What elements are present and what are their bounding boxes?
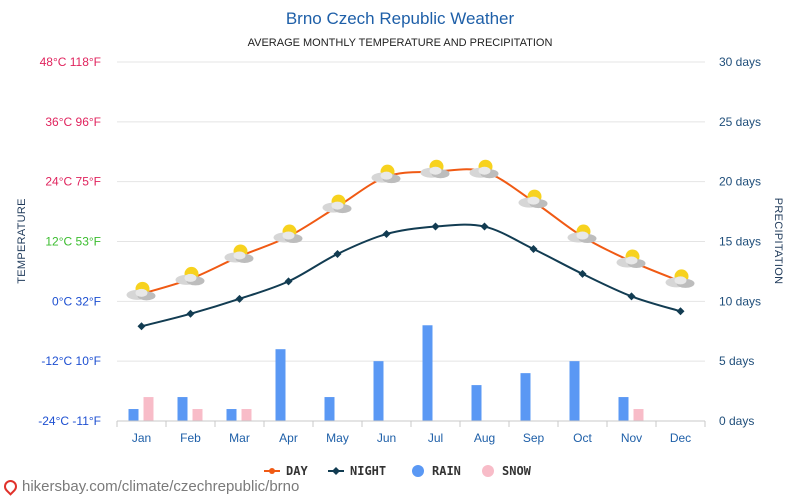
temperature-tick-label: 48°C 118°F [40, 55, 101, 69]
snow-bar [143, 397, 154, 421]
precipitation-axis-label: PRECIPITATION [772, 198, 784, 285]
precipitation-tick-label: 25 days [719, 115, 761, 129]
partly-cloudy-sun-icon [567, 224, 597, 244]
legend: DAY NIGHT RAIN SNOW [264, 464, 532, 478]
rain-bar [177, 397, 188, 421]
temperature-tick-label: 36°C 96°F [45, 115, 101, 129]
partly-cloudy-sun-icon [175, 266, 205, 286]
month-label: Jan [132, 431, 151, 445]
temperature-tick-label: 12°C 53°F [45, 235, 101, 249]
temperature-tick-label: -24°C -11°F [38, 414, 101, 428]
partly-cloudy-sun-icon [371, 164, 401, 184]
night-temperature-point [676, 307, 685, 316]
legend-label: SNOW [502, 464, 532, 478]
partly-cloudy-sun-icon [273, 224, 303, 244]
month-label: May [326, 431, 349, 445]
snow-bar [633, 409, 644, 421]
precipitation-tick-label: 15 days [719, 235, 761, 249]
precipitation-tick-label: 20 days [719, 175, 761, 189]
day-temperature-line [141, 168, 681, 295]
night-temperature-point [627, 292, 636, 301]
night-temperature-point [529, 244, 538, 253]
month-label: Apr [279, 431, 298, 445]
precipitation-axis: 30 days 25 days 20 days 15 days 10 days 5 day… [719, 55, 761, 428]
partly-cloudy-sun-icon [616, 249, 646, 268]
rain-bar [471, 385, 482, 421]
partly-cloudy-sun-icon [469, 159, 499, 179]
month-label: Jul [428, 431, 443, 445]
night-temperature-point [333, 249, 342, 258]
precipitation-bars [128, 325, 644, 421]
night-temperature-point [137, 322, 146, 331]
snow-bar [241, 409, 252, 421]
partly-cloudy-sun-icon [665, 269, 695, 288]
legend-marker [332, 467, 340, 475]
legend-label: NIGHT [350, 464, 386, 478]
month-label: Jun [377, 431, 396, 445]
footer-link[interactable]: hikersbay.com/climate/czechrepublic/brno [22, 478, 300, 495]
partly-cloudy-sun-icon [322, 194, 352, 214]
partly-cloudy-sun-icon [420, 159, 450, 179]
legend-swatch [412, 465, 424, 477]
legend-item-day: DAY [264, 464, 308, 478]
night-temperature-point [284, 277, 293, 286]
month-label: Sep [523, 431, 545, 445]
night-temperature-point [235, 294, 244, 303]
partly-cloudy-sun-icon [126, 281, 156, 301]
rain-bar [373, 361, 384, 421]
temperature-tick-label: 0°C 32°F [52, 294, 101, 308]
temperature-axis-label: TEMPERATURE [16, 198, 28, 284]
snow-bar [192, 409, 203, 421]
month-label: Mar [229, 431, 250, 445]
month-label: Aug [474, 431, 495, 445]
partly-cloudy-sun-icon [518, 189, 548, 209]
rain-bar [569, 361, 580, 421]
night-temperature-point [480, 222, 489, 231]
precipitation-tick-label: 10 days [719, 294, 761, 308]
night-temperature-point [431, 222, 440, 231]
rain-bar [618, 397, 629, 421]
precipitation-tick-label: 0 days [719, 414, 754, 428]
rain-bar [422, 325, 433, 421]
precipitation-tick-label: 30 days [719, 55, 761, 69]
weather-icons [126, 159, 695, 301]
legend-item-snow: SNOW [482, 464, 532, 478]
rain-bar [226, 409, 237, 421]
grid-lines [117, 61, 705, 422]
temperature-tick-label: -12°C 10°F [41, 354, 101, 368]
night-temperature-line [141, 223, 681, 328]
precipitation-tick-label: 5 days [719, 354, 754, 368]
legend-item-rain: RAIN [412, 464, 461, 478]
legend-marker [269, 468, 275, 474]
rain-bar [275, 349, 286, 421]
night-temperature-point [382, 230, 391, 239]
temperature-lines [137, 168, 685, 331]
month-label: Dec [670, 431, 691, 445]
rain-bar [128, 409, 139, 421]
temperature-axis: 48°C 118°F 36°C 96°F 24°C 75°F 12°C 53°F 0°C… [38, 55, 101, 428]
night-temperature-point [578, 269, 587, 278]
location-pin-icon [1, 477, 20, 496]
chart-subtitle: AVERAGE MONTHLY TEMPERATURE AND PRECIPIT… [248, 37, 553, 49]
legend-swatch [482, 465, 494, 477]
footer[interactable]: hikersbay.com/climate/czechrepublic/brno [1, 477, 300, 496]
month-label: Nov [621, 431, 642, 445]
month-axis: Jan Feb Mar Apr May Jun Jul Aug Sep Oct Nov Dec [116, 420, 706, 445]
rain-bar [520, 373, 531, 421]
night-temperature-point [186, 309, 195, 318]
legend-item-night: NIGHT [328, 464, 386, 478]
partly-cloudy-sun-icon [224, 244, 254, 263]
month-label: Feb [180, 431, 201, 445]
rain-bar [324, 397, 335, 421]
temperature-tick-label: 24°C 75°F [45, 175, 101, 189]
chart-title: Brno Czech Republic Weather [286, 9, 515, 28]
legend-label: DAY [286, 464, 308, 478]
legend-label: RAIN [432, 464, 461, 478]
month-label: Oct [573, 431, 592, 445]
